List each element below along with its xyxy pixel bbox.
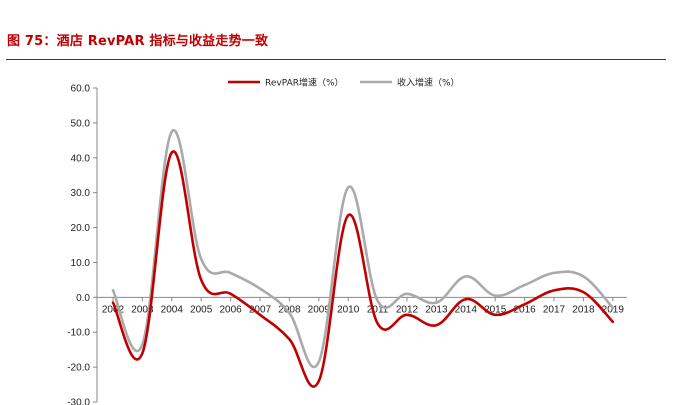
x-tick-label: 2018 (572, 304, 595, 315)
figure-title: 图 75：酒店 RevPAR 指标与收益走势一致 (7, 34, 269, 49)
legend-label-revpar: RevPAR增速（%） (265, 77, 344, 89)
y-tick-label: 50.0 (71, 118, 91, 129)
y-tick-label: -30.0 (67, 398, 90, 405)
y-tick-label: 60.0 (71, 84, 91, 95)
legend: RevPAR增速（%） 收入增速（%） (228, 77, 460, 89)
title-divider (6, 59, 666, 60)
y-tick-label: 30.0 (71, 188, 91, 199)
x-tick-label: 2012 (396, 304, 419, 315)
x-tick-label: 2004 (161, 304, 184, 315)
x-tick-label: 2017 (543, 304, 566, 315)
y-tick-label: 0.0 (76, 293, 90, 304)
y-tick-label: 20.0 (71, 223, 91, 234)
x-tick-label: 2002 (102, 304, 125, 315)
x-tick-label: 2019 (602, 304, 625, 315)
x-tick-label: 2016 (513, 304, 536, 315)
y-tick-label: 40.0 (71, 153, 91, 164)
x-tick-label: 2006 (219, 304, 242, 315)
series-line-income (111, 128, 615, 369)
series-line-revpar (111, 150, 615, 388)
x-tick-label: 2003 (131, 304, 154, 315)
x-tick-label: 2011 (367, 304, 389, 315)
x-tick-label: 2014 (455, 304, 478, 315)
x-tick-label: 2007 (249, 304, 272, 315)
legend-label-income: 收入增速（%） (397, 77, 460, 89)
y-tick-label: -20.0 (67, 363, 90, 374)
x-tick-label: 2013 (425, 304, 448, 315)
x-tick-label: 2010 (337, 304, 360, 315)
x-tick-label: 2009 (308, 304, 331, 315)
y-tick-label: 10.0 (71, 258, 91, 269)
x-tick-label: 2015 (484, 304, 507, 315)
x-tick-label: 2008 (278, 304, 301, 315)
y-tick-label: -10.0 (67, 328, 90, 339)
x-tick-label: 2005 (190, 304, 213, 315)
